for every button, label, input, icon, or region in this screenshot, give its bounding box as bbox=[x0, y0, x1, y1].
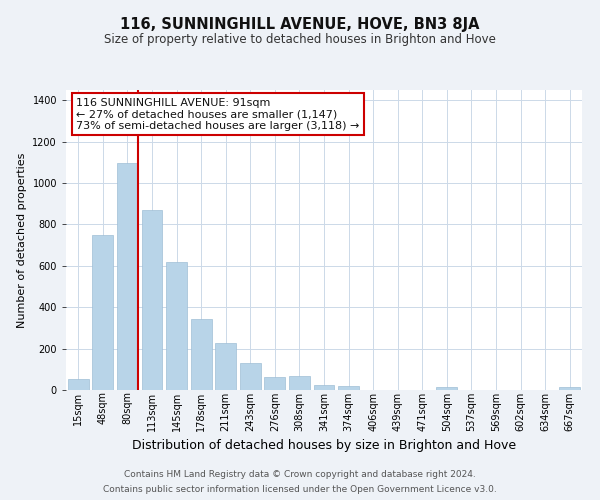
X-axis label: Distribution of detached houses by size in Brighton and Hove: Distribution of detached houses by size … bbox=[132, 439, 516, 452]
Text: Contains public sector information licensed under the Open Government Licence v3: Contains public sector information licen… bbox=[103, 485, 497, 494]
Bar bbox=[191, 318, 212, 390]
Bar bbox=[166, 262, 187, 390]
Text: 116, SUNNINGHILL AVENUE, HOVE, BN3 8JA: 116, SUNNINGHILL AVENUE, HOVE, BN3 8JA bbox=[120, 18, 480, 32]
Bar bbox=[68, 378, 89, 390]
Text: 116 SUNNINGHILL AVENUE: 91sqm
← 27% of detached houses are smaller (1,147)
73% o: 116 SUNNINGHILL AVENUE: 91sqm ← 27% of d… bbox=[76, 98, 359, 130]
Bar bbox=[559, 387, 580, 390]
Bar bbox=[215, 344, 236, 390]
Bar bbox=[314, 385, 334, 390]
Bar bbox=[117, 164, 138, 390]
Bar bbox=[240, 363, 261, 390]
Bar bbox=[92, 235, 113, 390]
Bar bbox=[142, 210, 163, 390]
Bar bbox=[338, 386, 359, 390]
Y-axis label: Number of detached properties: Number of detached properties bbox=[17, 152, 27, 328]
Bar bbox=[436, 387, 457, 390]
Text: Size of property relative to detached houses in Brighton and Hove: Size of property relative to detached ho… bbox=[104, 32, 496, 46]
Bar bbox=[265, 376, 286, 390]
Bar bbox=[289, 376, 310, 390]
Text: Contains HM Land Registry data © Crown copyright and database right 2024.: Contains HM Land Registry data © Crown c… bbox=[124, 470, 476, 479]
